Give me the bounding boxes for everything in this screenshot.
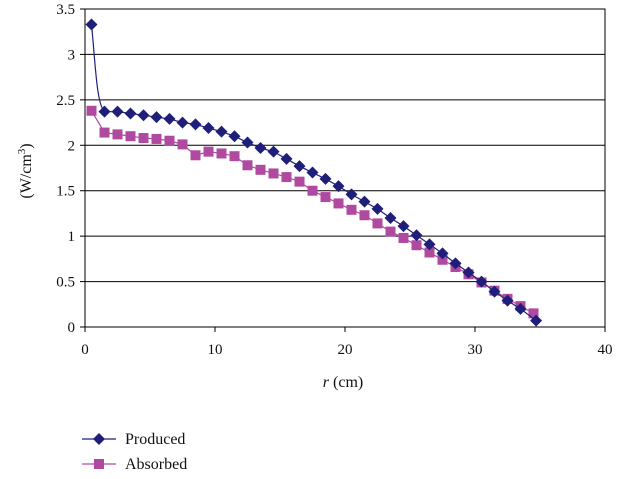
data-point-produced [124,107,137,120]
data-point-absorbed [398,232,409,243]
data-point-produced [189,118,202,131]
data-point-absorbed [333,198,344,209]
data-point-produced [501,294,514,307]
y-tick-label: 1 [68,229,76,245]
data-point-produced [358,195,371,208]
legend-item-absorbed: Absorbed [82,456,187,473]
y-tick-label: 0 [68,320,76,336]
x-axis-title: r (cm) [323,374,363,391]
data-point-produced [280,152,293,165]
data-point-absorbed [281,172,292,183]
data-point-produced [85,18,98,31]
data-point-produced [163,112,176,125]
legend-label-absorbed: Absorbed [125,456,187,473]
data-point-absorbed [164,135,175,146]
data-point-absorbed [359,210,370,221]
y-tick-label: 3.5 [56,2,75,18]
x-tick-label: 10 [208,342,223,358]
data-point-produced [254,142,267,155]
data-point-produced [293,160,306,173]
data-point-produced [530,314,543,327]
data-point-absorbed [203,146,214,157]
data-point-absorbed [372,218,383,229]
plot-area-border [84,8,606,328]
data-point-absorbed [190,150,201,161]
x-tick-label: 0 [81,342,89,358]
y-axis-ticks: 0 0.5 1 1.5 2 2.5 3 3.5 [56,2,85,336]
data-point-absorbed [320,192,331,203]
data-point-produced [215,125,228,138]
data-point-produced [449,257,462,270]
data-point-absorbed [268,168,279,179]
data-point-produced [475,275,488,288]
data-point-produced [111,105,124,118]
grid-lines [85,8,605,328]
legend-marker-produced-shape [93,433,105,445]
data-point-produced [384,211,397,224]
legend: Produced Absorbed [82,431,187,473]
data-point-produced [423,238,436,251]
y-tick-label: 3 [68,47,76,63]
data-point-absorbed [242,160,253,171]
data-point-absorbed [385,226,396,237]
data-point-produced [228,130,241,143]
data-point-produced [176,116,189,129]
data-point-produced [306,166,319,179]
data-point-produced [137,109,150,122]
data-point-absorbed [411,240,422,251]
data-point-absorbed [307,185,318,196]
legend-item-produced: Produced [82,431,185,448]
data-point-absorbed [216,148,227,159]
data-point-absorbed [528,308,539,319]
x-tick-label: 20 [338,342,353,358]
y-tick-label: 2.5 [56,93,75,109]
data-point-absorbed [346,204,357,215]
data-point-absorbed [125,131,136,142]
x-tick-label: 40 [598,342,613,358]
x-axis-ticks: 0 10 20 30 40 [81,327,613,358]
data-point-produced [436,247,449,260]
data-point-produced [319,172,332,185]
data-point-absorbed [437,254,448,265]
y-tick-label: 1.5 [56,184,75,200]
y-tick-label: 0.5 [56,275,75,291]
data-point-absorbed [424,247,435,258]
data-point-produced [462,266,475,279]
data-point-absorbed [86,105,97,116]
data-point-produced [397,220,410,233]
data-point-absorbed [99,127,110,138]
data-point-absorbed [177,139,188,150]
legend-label-produced: Produced [125,431,185,448]
data-point-produced [98,105,111,118]
x-tick-label: 30 [468,342,483,358]
data-point-absorbed [138,133,149,144]
data-point-produced [371,202,384,215]
series-absorbed [86,105,539,319]
data-point-absorbed [151,133,162,144]
data-point-absorbed [255,164,266,175]
y-axis-title: (W/cm3) [16,143,35,198]
data-point-produced [410,229,423,242]
series-layer [85,18,543,327]
data-point-produced [202,122,215,135]
series-produced [85,18,543,327]
data-point-produced [488,285,501,298]
data-point-produced [514,302,527,315]
series-line-produced [90,24,537,322]
legend-marker-absorbed-shape [94,459,104,469]
data-point-produced [267,145,280,158]
data-point-absorbed [294,176,305,187]
data-point-absorbed [112,129,123,140]
y-tick-label: 2 [68,138,76,154]
data-point-absorbed [229,151,240,162]
data-point-produced [345,188,358,201]
data-point-produced [150,111,163,124]
data-point-produced [332,180,345,193]
data-point-produced [241,136,254,149]
